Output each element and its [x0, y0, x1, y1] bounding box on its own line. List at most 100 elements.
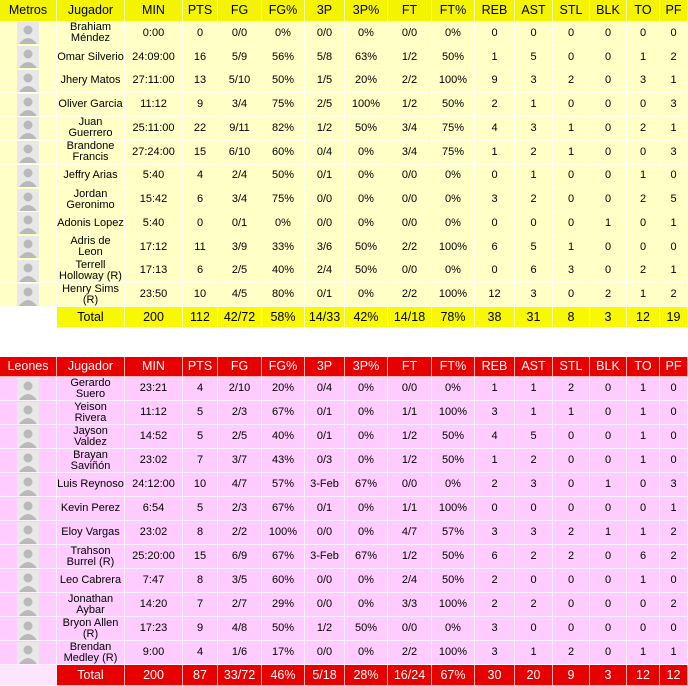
column-header: STL: [553, 357, 590, 377]
stat-cell: 3/7: [218, 449, 262, 473]
stat-cell: 2/2: [388, 283, 432, 307]
photo-cell: [0, 188, 57, 212]
column-header: TO: [627, 357, 660, 377]
stat-cell: 1: [660, 641, 688, 665]
stat-cell: 0: [590, 93, 627, 117]
total-label: Total: [57, 665, 125, 686]
stat-cell: 0%: [345, 283, 388, 307]
stat-cell: 2/3: [218, 401, 262, 425]
stat-cell: 0: [590, 188, 627, 212]
stat-cell: 0/0: [305, 593, 345, 617]
stat-cell: 3: [515, 69, 553, 94]
player-name: Juan Guerrero: [57, 117, 125, 141]
total-cell: 112: [183, 307, 218, 328]
stat-cell: 1: [627, 377, 660, 401]
stat-cell: 50%: [262, 617, 305, 641]
stat-cell: 0: [660, 235, 688, 260]
player-photo: [17, 569, 39, 592]
stat-cell: 9: [475, 69, 515, 94]
stat-cell: 50%: [345, 617, 388, 641]
stat-cell: 100%: [432, 283, 475, 307]
stat-cell: 0/0: [388, 259, 432, 284]
player-name: Brandone Francis: [57, 140, 125, 165]
stat-cell: 1/2: [305, 117, 345, 141]
photo-cell: [0, 69, 57, 94]
column-header: 3P: [305, 357, 345, 377]
stat-cell: 0%: [345, 569, 388, 593]
stat-cell: 6: [183, 259, 218, 284]
stat-cell: 0/0: [388, 22, 432, 46]
player-name: Brendan Medley (R): [57, 641, 125, 665]
stat-cell: 0/0: [305, 188, 345, 212]
player-photo: [17, 449, 39, 472]
stat-cell: 0: [553, 283, 590, 307]
column-header: Jugador: [57, 0, 125, 22]
player-photo: [17, 22, 39, 45]
total-cell: 12: [627, 665, 660, 686]
photo-cell: [0, 93, 57, 117]
stat-cell: 3: [660, 473, 688, 497]
stat-cell: 0%: [432, 259, 475, 284]
photo-cell: [0, 617, 57, 641]
column-header: STL: [553, 0, 590, 22]
stat-cell: 0: [590, 45, 627, 70]
stat-cell: 1: [475, 140, 515, 165]
stat-cell: 1: [475, 377, 515, 401]
player-name: Eloy Vargas: [57, 521, 125, 545]
stat-cell: 0/1: [305, 283, 345, 307]
stat-cell: 1/1: [388, 497, 432, 521]
stat-cell: 63%: [345, 45, 388, 70]
total-cell: 30: [475, 665, 515, 686]
stat-cell: 0: [553, 449, 590, 473]
stat-cell: 1/1: [388, 401, 432, 425]
stat-cell: 0: [590, 425, 627, 449]
player-photo: [17, 93, 39, 116]
stat-cell: 6/10: [218, 140, 262, 165]
photo-cell: [0, 212, 57, 236]
column-header: TO: [627, 0, 660, 22]
stat-cell: 0%: [432, 188, 475, 212]
stat-cell: 1: [515, 377, 553, 401]
stat-cell: 0: [627, 93, 660, 117]
column-header: PTS: [183, 357, 218, 377]
stat-cell: 0: [590, 449, 627, 473]
stat-cell: 5: [183, 497, 218, 521]
player-photo: [17, 545, 39, 568]
stat-cell: 5/10: [218, 69, 262, 94]
stat-cell: 5: [515, 425, 553, 449]
stat-cell: 15: [183, 140, 218, 165]
stat-cell: 4: [183, 377, 218, 401]
stat-cell: 0: [183, 22, 218, 46]
stat-cell: 0/1: [305, 425, 345, 449]
stat-cell: 5: [515, 235, 553, 260]
stat-cell: 3/3: [388, 593, 432, 617]
stat-cell: 2: [515, 140, 553, 165]
stat-cell: 2: [475, 473, 515, 497]
stat-cell: 5: [183, 425, 218, 449]
stat-cell: 0%: [345, 449, 388, 473]
stat-cell: 43%: [262, 449, 305, 473]
stat-cell: 2: [627, 188, 660, 212]
stat-cell: 0: [553, 22, 590, 46]
total-cell: 20: [515, 665, 553, 686]
stat-cell: 2: [660, 521, 688, 545]
player-photo: [17, 117, 39, 140]
stat-cell: 0: [553, 212, 590, 236]
column-header: 3P: [305, 0, 345, 22]
photo-cell: [0, 401, 57, 425]
column-header: FG%: [262, 357, 305, 377]
stat-cell: 0%: [262, 22, 305, 46]
empty-cell: [0, 307, 57, 328]
stat-cell: 0%: [345, 22, 388, 46]
column-header: PF: [660, 0, 688, 22]
stat-cell: 23:50: [125, 283, 183, 307]
stat-cell: 2: [627, 259, 660, 284]
total-cell: 58%: [262, 307, 305, 328]
stat-cell: 75%: [262, 188, 305, 212]
player-photo: [17, 69, 39, 92]
stat-cell: 2: [553, 521, 590, 545]
player-name: Kevin Perez: [57, 497, 125, 521]
stat-cell: 1: [627, 283, 660, 307]
stat-cell: 2/2: [218, 521, 262, 545]
